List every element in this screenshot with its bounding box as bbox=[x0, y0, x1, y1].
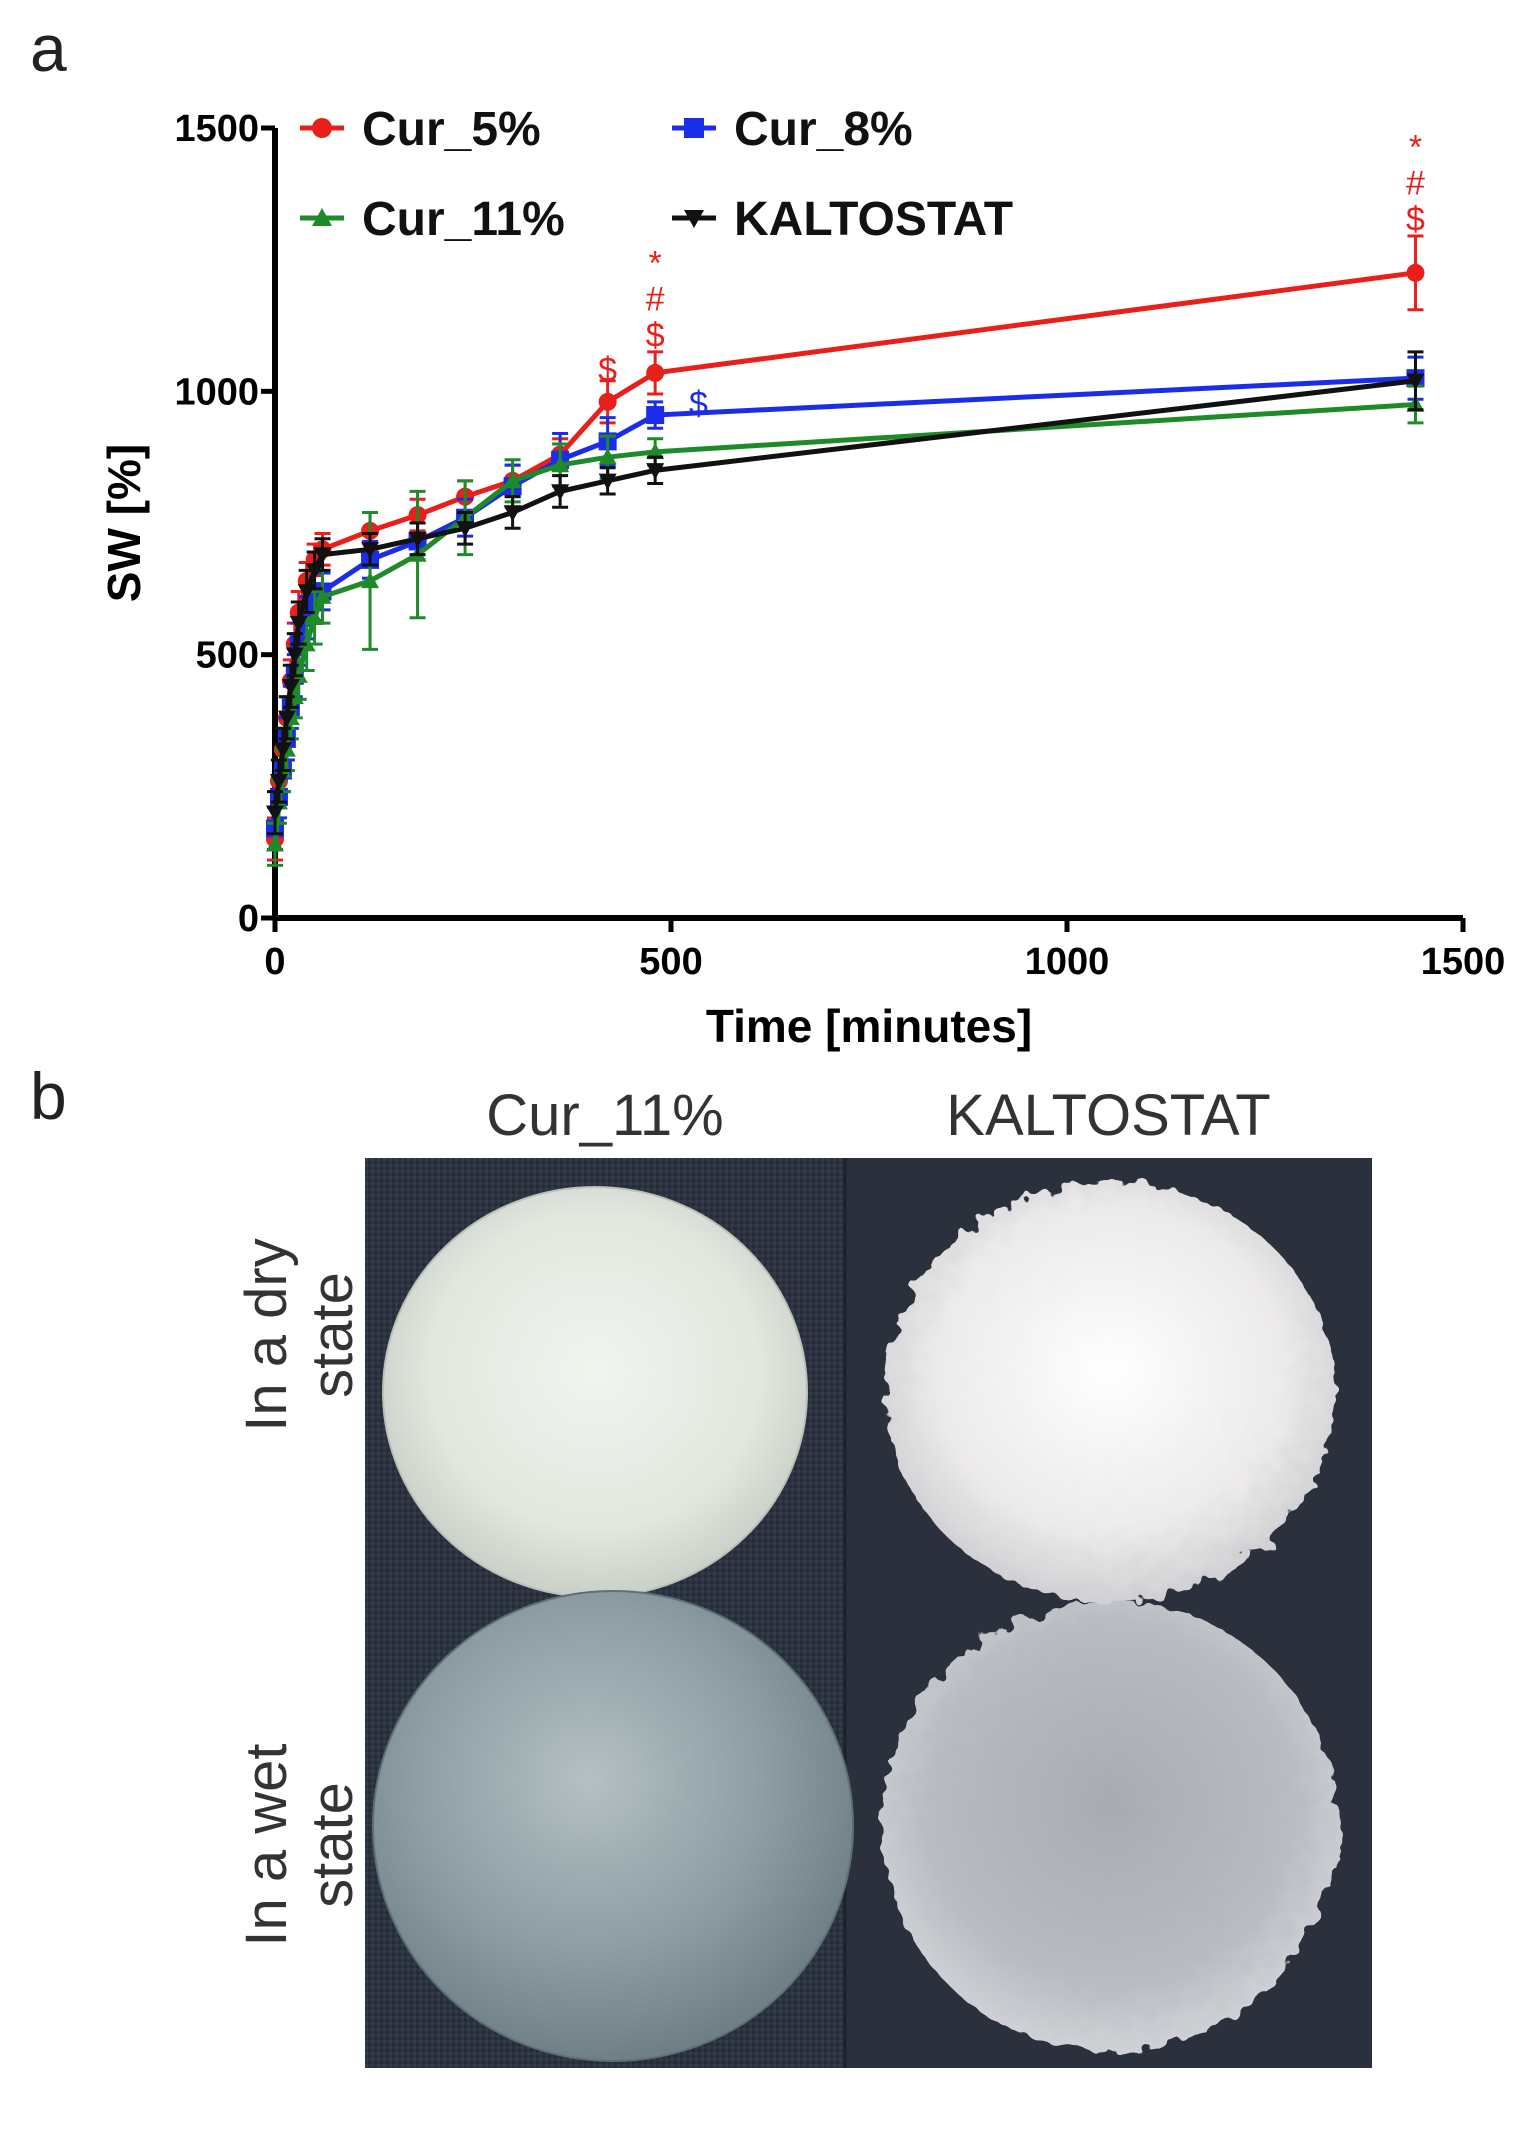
significance-marker: # bbox=[1406, 165, 1425, 203]
data-point-marker bbox=[289, 615, 308, 633]
significance-marker: $ bbox=[598, 351, 617, 389]
data-point-marker bbox=[313, 587, 332, 604]
data-point-marker bbox=[646, 406, 665, 425]
series-cur-8- bbox=[266, 355, 1425, 852]
series-line bbox=[272, 270, 1416, 840]
data-point-marker bbox=[551, 456, 570, 473]
legend-label: Cur_5% bbox=[362, 103, 541, 156]
data-point-marker bbox=[503, 471, 522, 489]
data-point-marker bbox=[684, 210, 704, 228]
chart-legend: Cur_5% Cur_8% Cur_11% KALTOSTAT bbox=[300, 103, 1013, 246]
data-point-marker bbox=[598, 448, 617, 465]
y-axis-label: SW [%] bbox=[98, 444, 150, 602]
data-point-marker bbox=[646, 363, 665, 382]
data-point-marker bbox=[646, 463, 665, 480]
sample-photo-grid bbox=[365, 1158, 1372, 2068]
x-tick-label: 1500 bbox=[1421, 941, 1506, 983]
data-point-marker bbox=[684, 118, 704, 138]
y-tick-label: 1500 bbox=[174, 108, 259, 150]
significance-marker: * bbox=[1409, 129, 1422, 167]
row-label-wet-line1: In a wet bbox=[234, 1743, 299, 1947]
data-point-marker bbox=[269, 773, 288, 791]
significance-marker: $ bbox=[689, 385, 708, 423]
x-tick-label: 0 bbox=[264, 941, 285, 983]
column-label-kaltostat: KALTOSTAT bbox=[946, 1083, 1271, 1148]
sample-wet-kaltostat bbox=[882, 1601, 1338, 2051]
chart-axes: 0 500 1000 1500 0 500 1000 1500 Time [minutes] SW… bbox=[98, 108, 1505, 1052]
data-point-marker bbox=[312, 208, 332, 226]
panel-letter-a: a bbox=[30, 11, 67, 85]
y-tick-label: 1000 bbox=[174, 371, 259, 413]
x-tick-label: 500 bbox=[639, 941, 702, 983]
sample-dry-kaltostat bbox=[885, 1182, 1335, 1602]
data-point-marker bbox=[266, 835, 284, 852]
legend-label: Cur_8% bbox=[734, 103, 913, 156]
significance-marker: * bbox=[649, 245, 662, 283]
legend-item: Cur_5% bbox=[300, 103, 541, 156]
legend-item: Cur_11% bbox=[300, 193, 565, 246]
panel-letter-b: b bbox=[30, 1059, 67, 1133]
legend-label: KALTOSTAT bbox=[734, 193, 1013, 246]
x-tick-label: 1000 bbox=[1025, 941, 1110, 983]
legend-item: Cur_8% bbox=[672, 103, 913, 156]
data-point-marker bbox=[305, 608, 324, 625]
series-cur-11- bbox=[266, 384, 1425, 867]
significance-marker: $ bbox=[646, 317, 665, 355]
data-point-marker bbox=[1406, 373, 1425, 390]
row-label-dry: In a dry state bbox=[234, 1238, 366, 1431]
data-point-marker bbox=[646, 442, 665, 460]
data-point-marker bbox=[361, 542, 380, 559]
chart-annotations: $$#*$$#* bbox=[598, 129, 1425, 423]
series-cur-5- bbox=[266, 234, 1425, 862]
data-point-marker bbox=[598, 473, 617, 490]
row-label-wet-line2: state bbox=[300, 1782, 365, 1908]
series-line bbox=[272, 402, 1416, 845]
y-tick-label: 0 bbox=[238, 898, 259, 940]
data-point-marker bbox=[277, 710, 296, 727]
data-point-marker bbox=[456, 521, 475, 538]
data-point-marker bbox=[503, 505, 522, 522]
data-point-marker bbox=[266, 805, 284, 822]
row-label-dry-line1: In a dry bbox=[234, 1238, 299, 1432]
data-point-marker bbox=[1406, 263, 1425, 282]
series-kaltostat bbox=[266, 350, 1425, 836]
data-point-marker bbox=[361, 571, 380, 589]
data-point-marker bbox=[281, 679, 300, 696]
x-axis-label: Time [minutes] bbox=[706, 1000, 1032, 1052]
data-point-marker bbox=[313, 547, 332, 564]
data-point-marker bbox=[312, 118, 332, 138]
data-point-marker bbox=[408, 531, 427, 548]
data-point-marker bbox=[551, 484, 570, 501]
series-line bbox=[272, 378, 1416, 813]
significance-marker: $ bbox=[1406, 201, 1425, 239]
y-tick-label: 500 bbox=[196, 635, 259, 677]
significance-marker: # bbox=[646, 281, 665, 319]
row-label-dry-line2: state bbox=[300, 1272, 365, 1398]
row-label-wet: In a wet state bbox=[234, 1743, 366, 1946]
swelling-chart: 0 500 1000 1500 0 500 1000 1500 Time [minutes] SW… bbox=[98, 103, 1505, 1052]
data-point-marker bbox=[273, 742, 292, 759]
data-point-marker bbox=[285, 647, 304, 664]
sample-wet-cur11 bbox=[372, 1590, 854, 2062]
column-label-cur11: Cur_11% bbox=[486, 1083, 724, 1148]
sample-dry-cur11 bbox=[382, 1186, 808, 1598]
legend-item: KALTOSTAT bbox=[672, 193, 1013, 246]
chart-series bbox=[266, 234, 1425, 867]
legend-label: Cur_11% bbox=[362, 193, 565, 246]
data-point-marker bbox=[598, 392, 617, 411]
